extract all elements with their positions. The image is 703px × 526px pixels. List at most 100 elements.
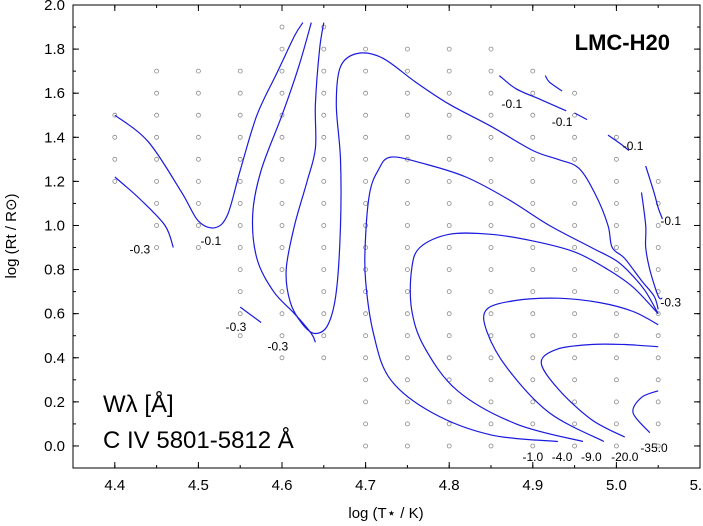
grid-point xyxy=(530,355,536,361)
grid-point xyxy=(530,399,536,405)
grid-point xyxy=(237,311,243,317)
grid-point xyxy=(446,46,452,52)
grid-point xyxy=(530,200,536,206)
grid-point xyxy=(404,90,410,96)
grid-point xyxy=(488,399,494,405)
grid-point xyxy=(237,267,243,273)
grid-point xyxy=(614,377,619,383)
grid-point xyxy=(363,178,369,184)
grid-point xyxy=(572,421,577,427)
contour-line xyxy=(114,22,304,229)
grid-point xyxy=(488,178,494,184)
grid-point xyxy=(363,90,369,96)
grid-point xyxy=(530,223,536,228)
grid-point xyxy=(488,421,494,427)
grid-point xyxy=(112,156,118,162)
grid-point xyxy=(614,245,619,250)
grid-point xyxy=(488,245,494,250)
grid-point xyxy=(614,421,619,427)
contour-label: -4.0 xyxy=(552,450,573,464)
grid-point xyxy=(655,311,661,317)
grid-point xyxy=(404,399,410,405)
grid-point xyxy=(279,200,285,206)
grid-point xyxy=(488,223,494,228)
grid-point xyxy=(279,333,285,339)
contour-line xyxy=(574,112,588,121)
grid-point xyxy=(488,134,494,140)
grid-point xyxy=(404,333,410,339)
grid-point xyxy=(321,355,327,361)
grid-point xyxy=(614,223,619,228)
grid-point xyxy=(404,245,410,250)
grid-point xyxy=(572,178,577,184)
grid-point xyxy=(195,178,201,184)
contour-label: -0.1 xyxy=(552,115,573,129)
grid-point xyxy=(279,112,285,118)
contour-label: -0.1 xyxy=(502,97,523,111)
grid-point xyxy=(446,178,452,184)
x-axis-ticks: 4.4 4.5 4.6 4.7 4.8 4.9 5.0 5.1 xyxy=(72,5,703,494)
grid-point xyxy=(154,156,160,162)
grid-point xyxy=(488,46,494,52)
grid-point xyxy=(363,289,369,295)
contour-line xyxy=(640,192,663,300)
grid-point xyxy=(404,68,410,74)
grid-point xyxy=(279,311,285,317)
y-tick-label: 1.2 xyxy=(44,173,65,190)
grid-point xyxy=(488,112,494,118)
grid-point xyxy=(488,443,494,449)
x-tick-label: 4.5 xyxy=(188,477,209,494)
grid-point xyxy=(614,333,619,339)
grid-point xyxy=(404,223,410,228)
contour-line xyxy=(544,75,563,92)
contour-line xyxy=(364,156,659,443)
grid-point xyxy=(446,399,452,405)
grid-point xyxy=(488,90,494,96)
grid-point xyxy=(321,134,327,140)
grid-point xyxy=(154,134,160,140)
grid-point xyxy=(530,333,536,339)
grid-point xyxy=(279,245,285,250)
grid-point xyxy=(614,443,619,449)
x-tick-label: 4.7 xyxy=(355,477,376,494)
grid-point xyxy=(530,421,536,427)
grid-point xyxy=(446,90,452,96)
grid-point xyxy=(488,289,494,295)
grid-point xyxy=(363,355,369,361)
grid-point xyxy=(614,289,619,295)
grid-point xyxy=(321,90,327,96)
grid-point xyxy=(237,223,243,228)
grid-point xyxy=(154,245,160,250)
grid-point xyxy=(363,399,369,405)
x-tick-label: 4.9 xyxy=(522,477,543,494)
grid-point xyxy=(446,134,452,140)
contour-label: -0.3 xyxy=(660,296,681,310)
contour-label: -1.0 xyxy=(522,450,543,464)
grid-point xyxy=(237,134,243,140)
grid-point xyxy=(530,112,536,118)
grid-point xyxy=(195,112,201,118)
grid-point xyxy=(655,333,661,339)
grid-point xyxy=(530,134,536,140)
grid-point xyxy=(614,355,619,361)
contour-line xyxy=(114,176,174,248)
contour-label: -9.0 xyxy=(581,450,602,464)
contour-label: -0.1 xyxy=(660,214,681,228)
grid-point xyxy=(530,90,536,96)
grid-point xyxy=(404,200,410,206)
contour-lines-layer xyxy=(114,22,663,443)
grid-point xyxy=(655,245,661,250)
grid-point xyxy=(237,333,243,339)
grid-point xyxy=(446,421,452,427)
annotation-line-1: Wλ [Å] xyxy=(103,390,174,418)
x-tick-label: 5.0 xyxy=(606,477,627,494)
grid-point xyxy=(279,90,285,96)
grid-point xyxy=(363,421,369,427)
grid-point xyxy=(154,178,160,184)
grid-point xyxy=(363,156,369,162)
grid-point xyxy=(655,223,661,228)
contour-line xyxy=(607,134,630,151)
grid-point xyxy=(404,377,410,383)
contour-labels-layer: -0.3 -0.1 -0.3 -0.3 -0.1 -0.1 -0.1 -0.1 -0.3 -1.0… xyxy=(130,97,682,464)
grid-point xyxy=(655,355,661,361)
